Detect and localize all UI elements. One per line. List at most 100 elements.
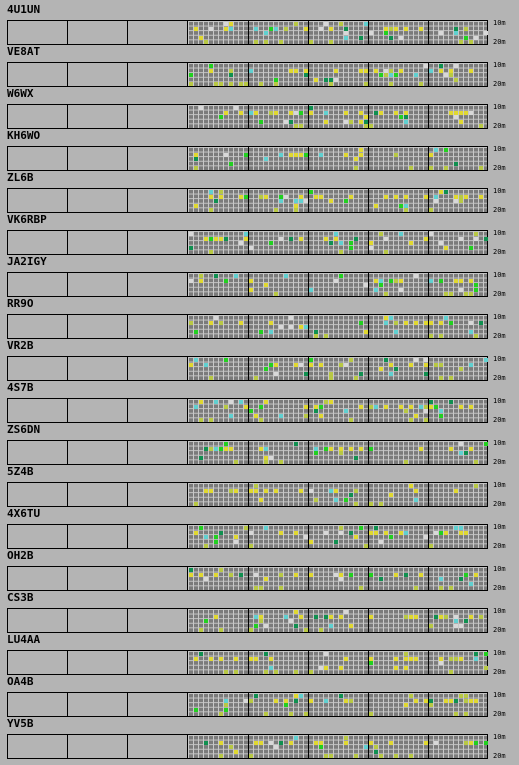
signal-cell [454, 161, 458, 166]
empty-panel [8, 525, 68, 548]
signal-cell [309, 698, 313, 703]
signal-grid [188, 273, 487, 297]
hour-divider [368, 21, 369, 44]
signal-cell [429, 334, 433, 339]
signal-cell [289, 712, 293, 717]
signal-cell [214, 572, 218, 577]
hour-divider [368, 63, 369, 86]
signal-cell [379, 367, 383, 372]
signal-cell [209, 418, 213, 423]
signal-cell [409, 362, 413, 367]
signal-cell [329, 40, 333, 45]
signal-cell [294, 670, 298, 675]
signal-cell [424, 535, 428, 540]
signal-cell [469, 320, 473, 325]
hour-divider [248, 273, 249, 296]
band-label-20m: 20m [493, 164, 506, 172]
signal-cell [279, 530, 283, 535]
signal-cell [334, 488, 338, 493]
signal-cell [309, 358, 313, 362]
signal-cell [189, 232, 193, 236]
hour-divider [248, 147, 249, 170]
hour-divider [368, 525, 369, 548]
signal-cell [429, 703, 433, 708]
signal-cell [469, 581, 473, 586]
signal-cell [469, 278, 473, 283]
signal-cell [304, 73, 308, 78]
hour-divider [308, 399, 309, 422]
signal-cell [219, 320, 223, 325]
hour-divider [248, 483, 249, 506]
signal-cell [399, 115, 403, 120]
empty-panel [128, 609, 188, 632]
signal-cell [359, 586, 363, 591]
signal-cell [234, 656, 238, 661]
signal-cell [289, 152, 293, 157]
signal-cell [464, 694, 468, 698]
signal-cell [364, 544, 368, 549]
hour-divider [428, 357, 429, 380]
signal-cell [329, 488, 333, 493]
station-callsign: ZS6DN [7, 423, 41, 436]
signal-cell [454, 526, 458, 530]
signal-cell [259, 497, 263, 502]
signal-cell [459, 110, 463, 115]
empty-panel [128, 399, 188, 422]
empty-panel [128, 273, 188, 296]
hour-divider [308, 441, 309, 464]
signal-cell [454, 110, 458, 115]
hour-divider [308, 525, 309, 548]
signal-cell [464, 110, 468, 115]
signal-cell [199, 652, 203, 656]
signal-cell [329, 614, 333, 619]
hour-divider [248, 63, 249, 86]
signal-cell [209, 208, 213, 213]
signal-cell [439, 64, 443, 68]
signal-cell [294, 362, 298, 367]
signal-cell [439, 31, 443, 36]
hour-divider [368, 315, 369, 338]
signal-cell [234, 535, 238, 540]
signal-cell [224, 22, 228, 26]
signal-cell [299, 362, 303, 367]
signal-cell [394, 152, 398, 157]
signal-grid [188, 189, 487, 213]
signal-cell [344, 698, 348, 703]
signal-cell [439, 586, 443, 591]
signal-cell [359, 68, 363, 73]
signal-cell [234, 460, 238, 465]
signal-cell [434, 404, 438, 409]
signal-cell [304, 68, 308, 73]
station-callsign: W6WX [7, 87, 34, 100]
signal-cell [244, 152, 248, 157]
signal-cell [289, 68, 293, 73]
signal-cell [269, 656, 273, 661]
signal-cell [294, 736, 298, 740]
signal-cell [389, 278, 393, 283]
station-callsign: OH2B [7, 549, 34, 562]
signal-cell [229, 26, 233, 31]
hour-divider [368, 273, 369, 296]
signal-cell [429, 320, 433, 325]
station-row: LU4AA 10m 20m [0, 633, 519, 676]
signal-cell [219, 115, 223, 120]
band-label-20m: 20m [493, 626, 506, 634]
signal-cell [394, 754, 398, 759]
signal-cell [439, 241, 443, 246]
band-label-20m: 20m [493, 332, 506, 340]
hour-divider [368, 189, 369, 212]
signal-cell [194, 203, 198, 208]
hour-divider [308, 567, 309, 590]
signal-cell [454, 614, 458, 619]
signal-cell [424, 409, 428, 414]
empty-panel [8, 63, 68, 86]
signal-cell [279, 236, 283, 241]
empty-panel [68, 735, 128, 758]
signal-cell [379, 754, 383, 759]
signal-cell [439, 376, 443, 381]
signal-cell [194, 656, 198, 661]
signal-cell [219, 530, 223, 535]
station-row: JA2IGY 10m 20m [0, 255, 519, 298]
signal-cell [219, 82, 223, 87]
signal-cell [219, 712, 223, 717]
